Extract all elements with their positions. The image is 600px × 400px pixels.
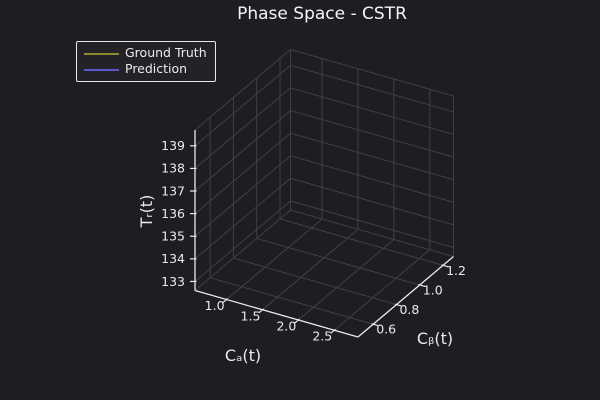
x-gridline-floor [333,249,431,331]
y-tick [371,323,379,327]
z-tick-label: 137 [161,183,185,198]
y-gridline-floor [210,277,374,325]
x-tick-label: 2.5 [312,329,332,344]
x-axis-label: Cₐ(t) [225,346,261,365]
legend-label-ground-truth: Ground Truth [125,45,207,61]
x-axis-spine [194,289,359,338]
ground-truth-line-sample [84,52,119,55]
z-tick-label: 136 [161,206,185,221]
pane-edge [290,209,454,257]
y-gridline-floor [233,257,397,306]
pane-edge [290,49,454,97]
y-gridline-floor [256,237,420,286]
x-tick [258,308,265,314]
x-tick-label: 2.0 [276,318,296,333]
y-tick-label: 1.0 [423,282,443,297]
legend-label-prediction: Prediction [125,61,188,77]
y-tick-label: 0.8 [399,302,419,317]
y-tick [441,264,448,268]
pane-edge [194,49,291,131]
y-tick [418,283,425,287]
x-tick [294,318,300,324]
z-gridline [194,155,454,237]
z-gridline [194,177,454,260]
legend-item-ground-truth: Ground Truth [84,46,207,61]
y-tick-label: 1.2 [446,263,466,278]
x-tick [330,328,336,334]
legend-item-prediction: Prediction [84,62,207,77]
prediction-line-sample [84,68,119,71]
y-axis-spine [357,256,454,338]
x-gridline-floor [226,218,323,300]
y-axis-label: Cᵦ(t) [417,329,453,348]
z-tick-label: 134 [161,251,185,266]
z-tick-label: 135 [161,229,185,244]
z-gridline [194,200,454,282]
z-tick-label: 139 [161,138,185,153]
z-gridline [194,64,454,147]
z-gridline [194,109,454,192]
z-gridline [194,87,454,169]
chart-title: Phase Space - CSTR [237,4,407,24]
x-tick [222,298,229,304]
pane-edge [194,209,291,291]
z-tick-label: 138 [161,161,185,176]
x-tick-label: 1.0 [205,298,225,313]
x-gridline-floor [298,239,395,321]
x-tick-label: 1.5 [241,308,261,323]
x-gridline-floor [262,228,359,311]
y-gridline-floor [279,218,444,266]
z-tick-label: 133 [161,274,185,289]
y-tick [394,303,402,307]
legend: Ground Truth Prediction [76,41,216,82]
z-axis-label: Tᵣ(t) [137,195,156,229]
y-tick-label: 0.6 [376,322,396,337]
z-gridline [194,132,454,215]
